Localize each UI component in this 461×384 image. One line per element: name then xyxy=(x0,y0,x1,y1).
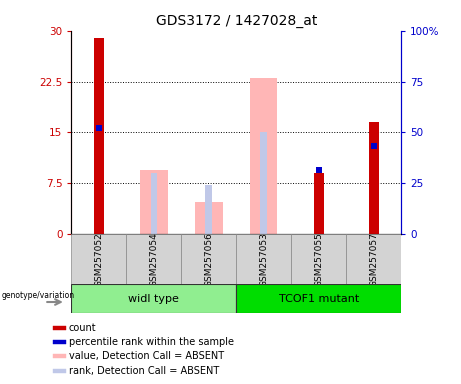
Bar xyxy=(195,202,223,234)
Bar xyxy=(53,354,66,358)
Bar xyxy=(71,284,236,313)
Bar xyxy=(250,78,278,234)
Bar xyxy=(181,234,236,284)
Title: GDS3172 / 1427028_at: GDS3172 / 1427028_at xyxy=(155,14,317,28)
Text: rank, Detection Call = ABSENT: rank, Detection Call = ABSENT xyxy=(69,366,219,376)
Bar xyxy=(151,173,157,234)
Bar xyxy=(291,234,346,284)
Bar xyxy=(346,234,401,284)
Bar xyxy=(260,132,267,234)
Text: GSM257054: GSM257054 xyxy=(149,232,159,286)
Bar xyxy=(140,170,168,234)
Text: value, Detection Call = ABSENT: value, Detection Call = ABSENT xyxy=(69,351,224,361)
Text: percentile rank within the sample: percentile rank within the sample xyxy=(69,337,234,347)
Bar xyxy=(94,38,104,234)
Bar xyxy=(236,284,401,313)
Text: GSM257052: GSM257052 xyxy=(95,232,103,286)
Text: GSM257057: GSM257057 xyxy=(369,232,378,286)
Text: GSM257053: GSM257053 xyxy=(259,232,268,286)
Bar xyxy=(206,185,212,234)
Text: genotype/variation: genotype/variation xyxy=(1,291,75,300)
Bar xyxy=(71,234,126,284)
Text: widl type: widl type xyxy=(129,293,179,304)
Bar xyxy=(53,369,66,373)
Text: GSM257056: GSM257056 xyxy=(204,232,213,286)
Bar xyxy=(236,234,291,284)
Bar xyxy=(53,340,66,344)
Bar xyxy=(369,122,378,234)
Text: GSM257055: GSM257055 xyxy=(314,232,323,286)
Bar xyxy=(53,326,66,330)
Bar xyxy=(126,234,181,284)
Text: TCOF1 mutant: TCOF1 mutant xyxy=(278,293,359,304)
Bar xyxy=(314,173,324,234)
Text: count: count xyxy=(69,323,96,333)
